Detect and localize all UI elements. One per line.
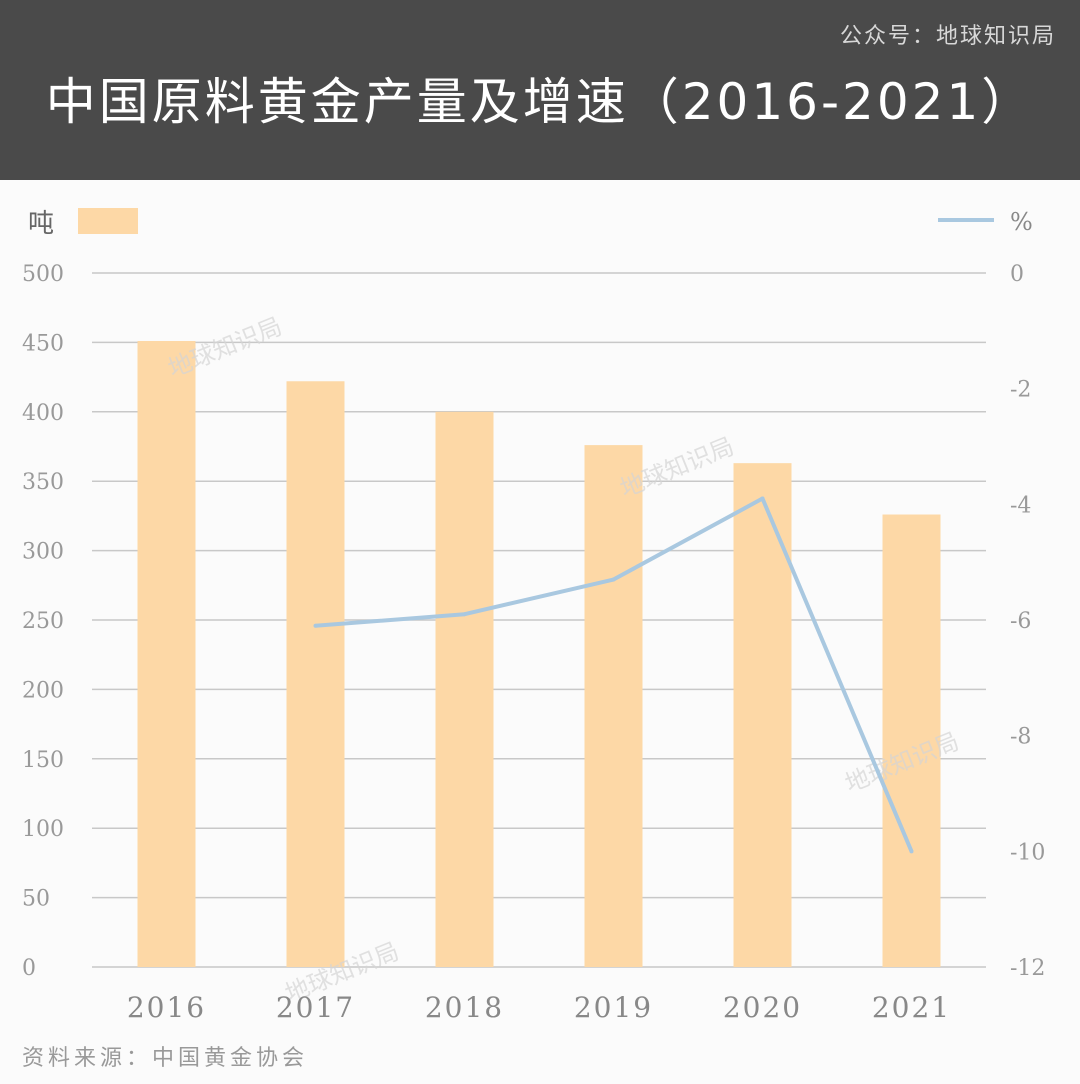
x-tick-label: 2016 — [127, 991, 206, 1024]
right-tick-label: 0 — [1010, 262, 1024, 287]
chart-title: 中国原料黄金产量及增速（2016-2021） — [45, 73, 1035, 131]
bar-2017 — [286, 381, 345, 967]
left-tick-label: 200 — [22, 678, 64, 703]
grid-lines — [92, 272, 986, 968]
right-tick-label: -4 — [1010, 493, 1031, 518]
bar-2019 — [584, 445, 643, 967]
left-tick-label: 300 — [22, 540, 64, 565]
left-tick-label: 350 — [22, 470, 64, 495]
right-tick-label: -12 — [1010, 956, 1045, 981]
header-banner: 公众号：地球知识局 中国原料黄金产量及增速（2016-2021） — [0, 0, 1080, 180]
right-tick-label: -2 — [1010, 378, 1031, 403]
left-tick-label: 100 — [22, 817, 64, 842]
source-note: 资料来源：中国黄金协会 — [22, 1046, 309, 1071]
growth-point-2018 — [462, 612, 467, 617]
right-axis-ticks: 0 -2 -4 -6 -8 -10 -12 — [1010, 262, 1045, 981]
left-tick-label: 450 — [22, 331, 64, 356]
left-tick-label: 50 — [22, 887, 50, 912]
growth-point-2019 — [611, 577, 616, 582]
left-tick-label: 250 — [22, 609, 64, 634]
legend-bar-swatch — [78, 208, 138, 234]
growth-point-2020 — [760, 496, 765, 501]
x-tick-label: 2018 — [425, 991, 504, 1024]
left-tick-label: 500 — [22, 262, 64, 287]
right-tick-label: -10 — [1010, 840, 1045, 865]
x-tick-label: 2019 — [574, 991, 653, 1024]
chart-area: 地球知识局 地球知识局 地球知识局 地球知识局 0 50 100 150 200 250 300 3… — [0, 180, 1080, 1080]
x-axis-ticks: 2016 2017 2018 2019 2020 2021 — [127, 991, 951, 1024]
right-tick-label: -8 — [1010, 725, 1031, 750]
left-axis-ticks: 0 50 100 150 200 250 300 350 400 450 500 — [22, 262, 64, 981]
x-tick-label: 2020 — [723, 991, 802, 1024]
x-tick-label: 2017 — [276, 991, 355, 1024]
growth-point-2017 — [313, 623, 318, 628]
right-axis-label: % — [1010, 208, 1033, 236]
bar-2018 — [435, 411, 494, 967]
bar-series — [137, 341, 941, 968]
bar-2020 — [733, 463, 792, 967]
left-tick-label: 0 — [22, 956, 36, 981]
left-tick-label: 400 — [22, 401, 64, 426]
left-tick-label: 150 — [22, 748, 64, 773]
legend: 吨 % — [28, 208, 1033, 239]
bar-2021 — [882, 514, 941, 967]
account-name: 公众号：地球知识局 — [839, 24, 1056, 49]
right-tick-label: -6 — [1010, 609, 1031, 634]
x-tick-label: 2021 — [872, 991, 951, 1024]
line-series — [313, 496, 914, 854]
growth-point-2021 — [909, 849, 914, 854]
left-axis-label: 吨 — [28, 209, 54, 239]
bar-2016 — [137, 341, 196, 968]
